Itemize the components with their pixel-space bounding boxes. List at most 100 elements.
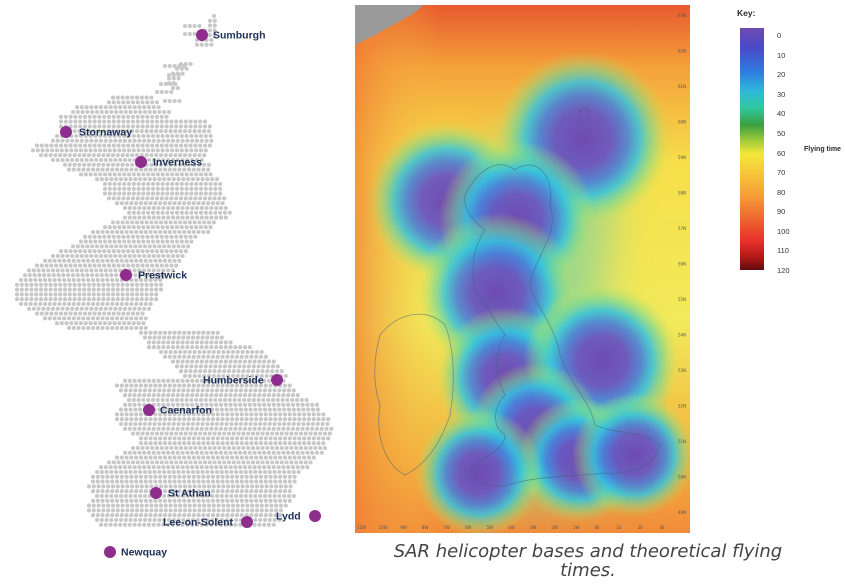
map-dot — [290, 465, 296, 470]
map-dot — [147, 517, 152, 523]
map-dot — [138, 273, 143, 278]
map-dot — [145, 445, 150, 451]
map-dot — [310, 407, 316, 412]
map-dot — [56, 273, 61, 278]
map-dot — [159, 196, 164, 201]
map-dot — [89, 105, 94, 110]
map-dot — [196, 498, 201, 503]
map-dot — [250, 508, 255, 513]
map-dot — [94, 273, 100, 278]
map-dot — [172, 474, 177, 479]
map-dot — [249, 436, 254, 441]
map-dot — [114, 417, 120, 422]
map-dot — [127, 522, 132, 527]
map-dot — [250, 431, 256, 436]
map-dot — [183, 196, 188, 201]
map-dot — [93, 133, 98, 139]
base-marker — [150, 487, 162, 499]
map-dot — [190, 393, 195, 398]
map-dot — [235, 373, 240, 379]
map-dot — [98, 105, 104, 110]
map-dot — [263, 383, 268, 388]
map-dot — [38, 287, 44, 292]
map-dot — [204, 215, 209, 220]
map-dot — [271, 359, 276, 364]
map-dot — [191, 441, 196, 446]
map-dot — [130, 153, 135, 158]
map-dot — [161, 345, 166, 350]
map-dot — [193, 234, 198, 239]
map-dot — [131, 225, 136, 230]
map-dot — [252, 522, 257, 527]
map-dot — [214, 345, 219, 350]
map-dot — [150, 431, 155, 436]
map-dot — [168, 129, 173, 134]
map-dot — [114, 474, 120, 479]
map-dot — [260, 445, 265, 451]
map-dot — [141, 239, 146, 244]
map-dot — [63, 249, 68, 254]
map-dot — [70, 138, 75, 143]
map-dot — [247, 465, 252, 470]
map-dot — [70, 268, 75, 273]
map-dot — [184, 364, 189, 369]
map-dot — [109, 469, 114, 475]
map-dot — [115, 153, 120, 158]
map-dot — [211, 484, 216, 489]
map-dot — [237, 364, 242, 369]
map-dot — [138, 244, 143, 249]
map-dot — [311, 441, 316, 446]
map-dot — [109, 177, 114, 182]
map-dot — [249, 417, 254, 422]
map-dot — [206, 220, 212, 225]
map-dot — [210, 493, 215, 499]
map-dot — [269, 484, 274, 489]
map-dot — [162, 493, 167, 499]
map-dot — [118, 253, 123, 259]
map-dot — [150, 124, 155, 129]
map-dot — [306, 441, 312, 446]
map-dot — [148, 417, 153, 422]
map-dot — [117, 172, 122, 177]
map-dot — [114, 479, 120, 484]
map-dot — [202, 196, 208, 201]
map-dot — [178, 220, 183, 225]
map-dot — [170, 138, 176, 143]
map-dot — [112, 321, 117, 326]
map-dot — [123, 493, 128, 499]
map-dot — [218, 345, 224, 350]
base-label: Stornaway — [79, 127, 132, 139]
map-dot — [218, 359, 224, 364]
key-tick-label: 110 — [777, 246, 789, 256]
map-dot — [174, 249, 179, 254]
map-dot — [60, 157, 65, 163]
map-dot — [110, 167, 115, 172]
map-dot — [282, 383, 288, 388]
map-dot — [130, 100, 136, 105]
map-dot — [281, 450, 286, 455]
map-dot — [209, 205, 214, 211]
map-dot — [113, 138, 118, 143]
map-dot — [223, 215, 228, 220]
map-dot — [116, 143, 121, 148]
map-dot — [138, 330, 144, 335]
map-dot — [162, 441, 168, 446]
map-dot — [65, 268, 70, 273]
map-dot — [75, 273, 80, 278]
map-dot — [136, 210, 141, 215]
map-dot — [272, 517, 277, 523]
map-dot — [146, 133, 151, 139]
map-dot — [171, 76, 176, 81]
map-dot — [186, 517, 191, 523]
map-dot — [214, 402, 219, 407]
map-dot — [111, 114, 116, 119]
map-dot — [167, 201, 172, 206]
map-dot — [303, 460, 308, 465]
map-dot — [190, 469, 196, 475]
map-dot — [85, 273, 90, 278]
map-dot — [216, 373, 221, 379]
map-dot — [87, 234, 92, 239]
map-dot — [194, 133, 199, 139]
map-dot — [126, 249, 131, 254]
map-dot — [153, 167, 158, 172]
